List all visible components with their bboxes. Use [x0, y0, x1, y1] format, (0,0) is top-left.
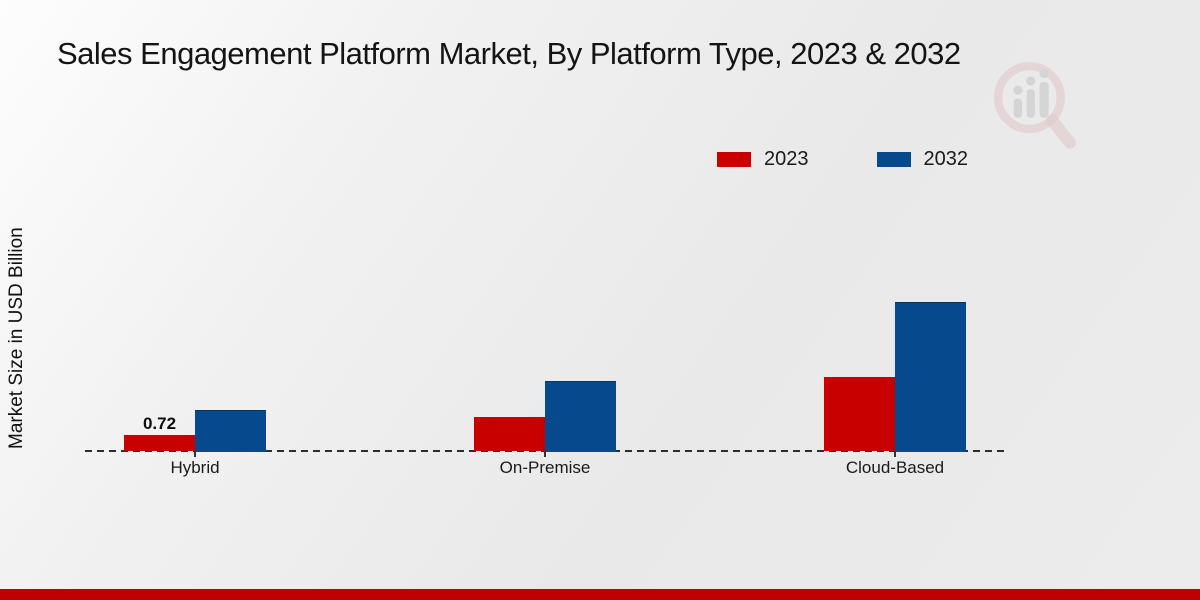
bar-hybrid-2023 [124, 435, 195, 451]
category-label-cloud-based: Cloud-Based [845, 458, 945, 477]
footer-accent-band [0, 589, 1200, 600]
legend: 2023 2032 [717, 148, 968, 171]
legend-label-2023: 2023 [764, 148, 809, 170]
bar-cloud-based-2032 [895, 302, 966, 452]
legend-swatch-2032 [876, 152, 911, 167]
bar-on-premise-2023 [474, 417, 545, 451]
legend-item-2032: 2032 [876, 148, 969, 171]
category-label-on-premise: On-Premise [499, 458, 591, 477]
bar-hybrid-2032 [195, 410, 266, 452]
bar-value-label: 0.72 [142, 414, 177, 433]
chart-title: Sales Engagement Platform Market, By Pla… [57, 36, 961, 71]
x-axis-tick [194, 451, 196, 457]
legend-label-2032: 2032 [923, 148, 969, 170]
magnifier-bar-chart-logo-icon [993, 62, 1076, 149]
x-axis-tick [544, 451, 546, 457]
legend-item-2023: 2023 [717, 148, 809, 171]
x-axis-tick [894, 451, 896, 457]
legend-swatch-2023 [717, 152, 751, 167]
category-label-hybrid: Hybrid [170, 458, 220, 477]
bar-on-premise-2032 [545, 381, 616, 452]
bar-cloud-based-2023 [824, 377, 895, 451]
